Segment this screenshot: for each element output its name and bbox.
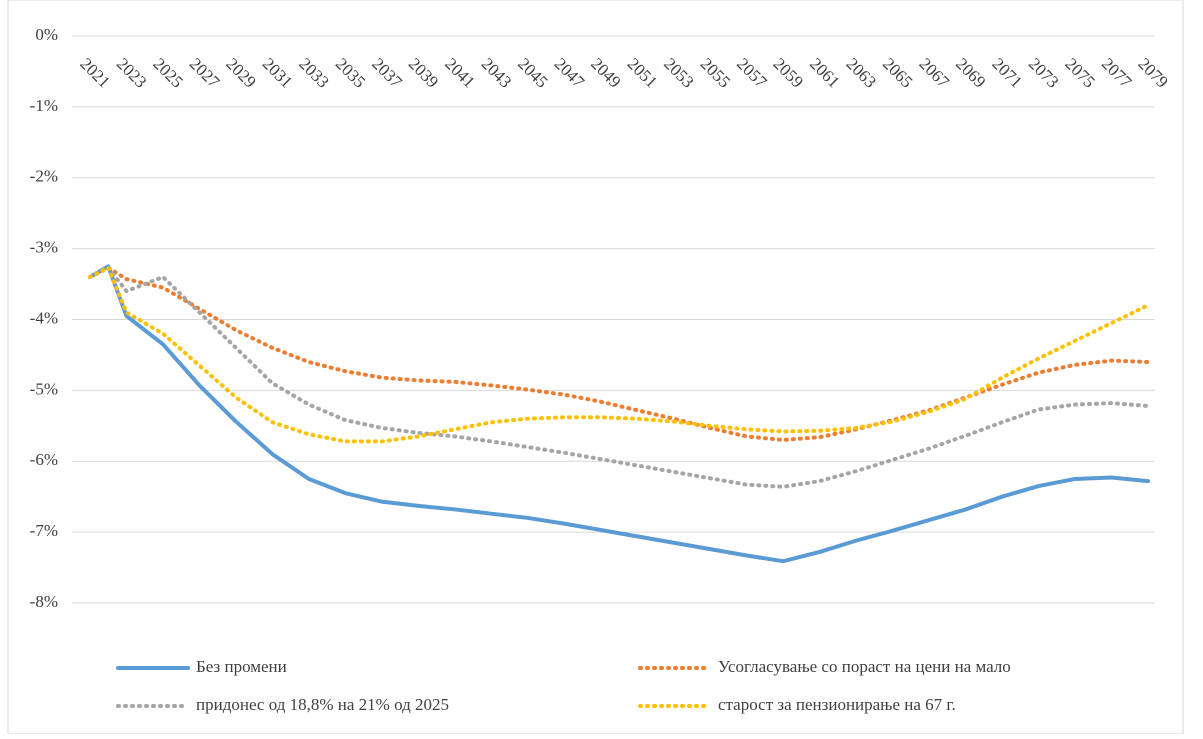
x-tick-label: 2039	[405, 54, 442, 91]
x-tick-label: 2053	[660, 54, 697, 91]
y-tick-label: -5%	[30, 379, 58, 398]
legend-label: старост за пензионирање на 67 г.	[718, 695, 956, 714]
y-tick-label: -7%	[30, 521, 58, 540]
x-tick-label: 2049	[587, 54, 624, 91]
x-tick-label: 2051	[624, 54, 661, 91]
x-tick-label: 2033	[295, 54, 332, 91]
x-tick-label: 2077	[1098, 54, 1136, 92]
x-tick-label: 2059	[770, 54, 807, 91]
x-tick-label: 2057	[733, 54, 771, 92]
x-tick-label: 2069	[952, 54, 989, 91]
x-tick-label: 2071	[988, 54, 1025, 91]
x-tick-label: 2035	[332, 54, 369, 91]
x-tick-label: 2031	[259, 54, 296, 91]
x-tick-label: 2027	[186, 54, 224, 92]
series-line	[88, 264, 1150, 564]
y-tick-label: -1%	[30, 96, 58, 115]
x-tick-label: 2029	[222, 54, 259, 91]
x-tick-label: 2075	[1061, 54, 1098, 91]
x-tick-label: 2025	[149, 54, 186, 91]
x-tick-label: 2041	[441, 54, 478, 91]
y-tick-label: -3%	[30, 238, 58, 257]
x-tick-label: 2065	[879, 54, 916, 91]
series-line	[88, 265, 1150, 442]
x-tick-label: 2063	[843, 54, 880, 91]
x-tick-label: 2045	[514, 54, 551, 91]
y-tick-label: -6%	[30, 450, 58, 469]
legend-label: придонес од 18,8% на 21% од 2025	[196, 695, 449, 714]
y-tick-label: 0%	[35, 25, 58, 44]
x-tick-label: 2061	[806, 54, 843, 91]
x-tick-label: 2079	[1134, 54, 1171, 91]
x-tick-label: 2055	[697, 54, 734, 91]
x-tick-label: 2073	[1025, 54, 1062, 91]
x-tick-label: 2023	[113, 54, 150, 91]
x-tick-label: 2047	[551, 54, 589, 92]
y-tick-label: -4%	[30, 308, 58, 327]
x-tick-label: 2043	[478, 54, 515, 91]
y-tick-label: -2%	[30, 167, 58, 186]
legend-label: Без промени	[196, 657, 287, 676]
series-line	[88, 265, 1150, 489]
y-tick-label: -8%	[30, 592, 58, 611]
legend-label: Усогласување со пораст на цени на мало	[718, 657, 1011, 676]
x-tick-label: 2037	[368, 54, 406, 92]
x-tick-label: 2067	[916, 54, 954, 92]
series-line	[88, 265, 1150, 444]
x-tick-label: 2021	[76, 54, 113, 91]
